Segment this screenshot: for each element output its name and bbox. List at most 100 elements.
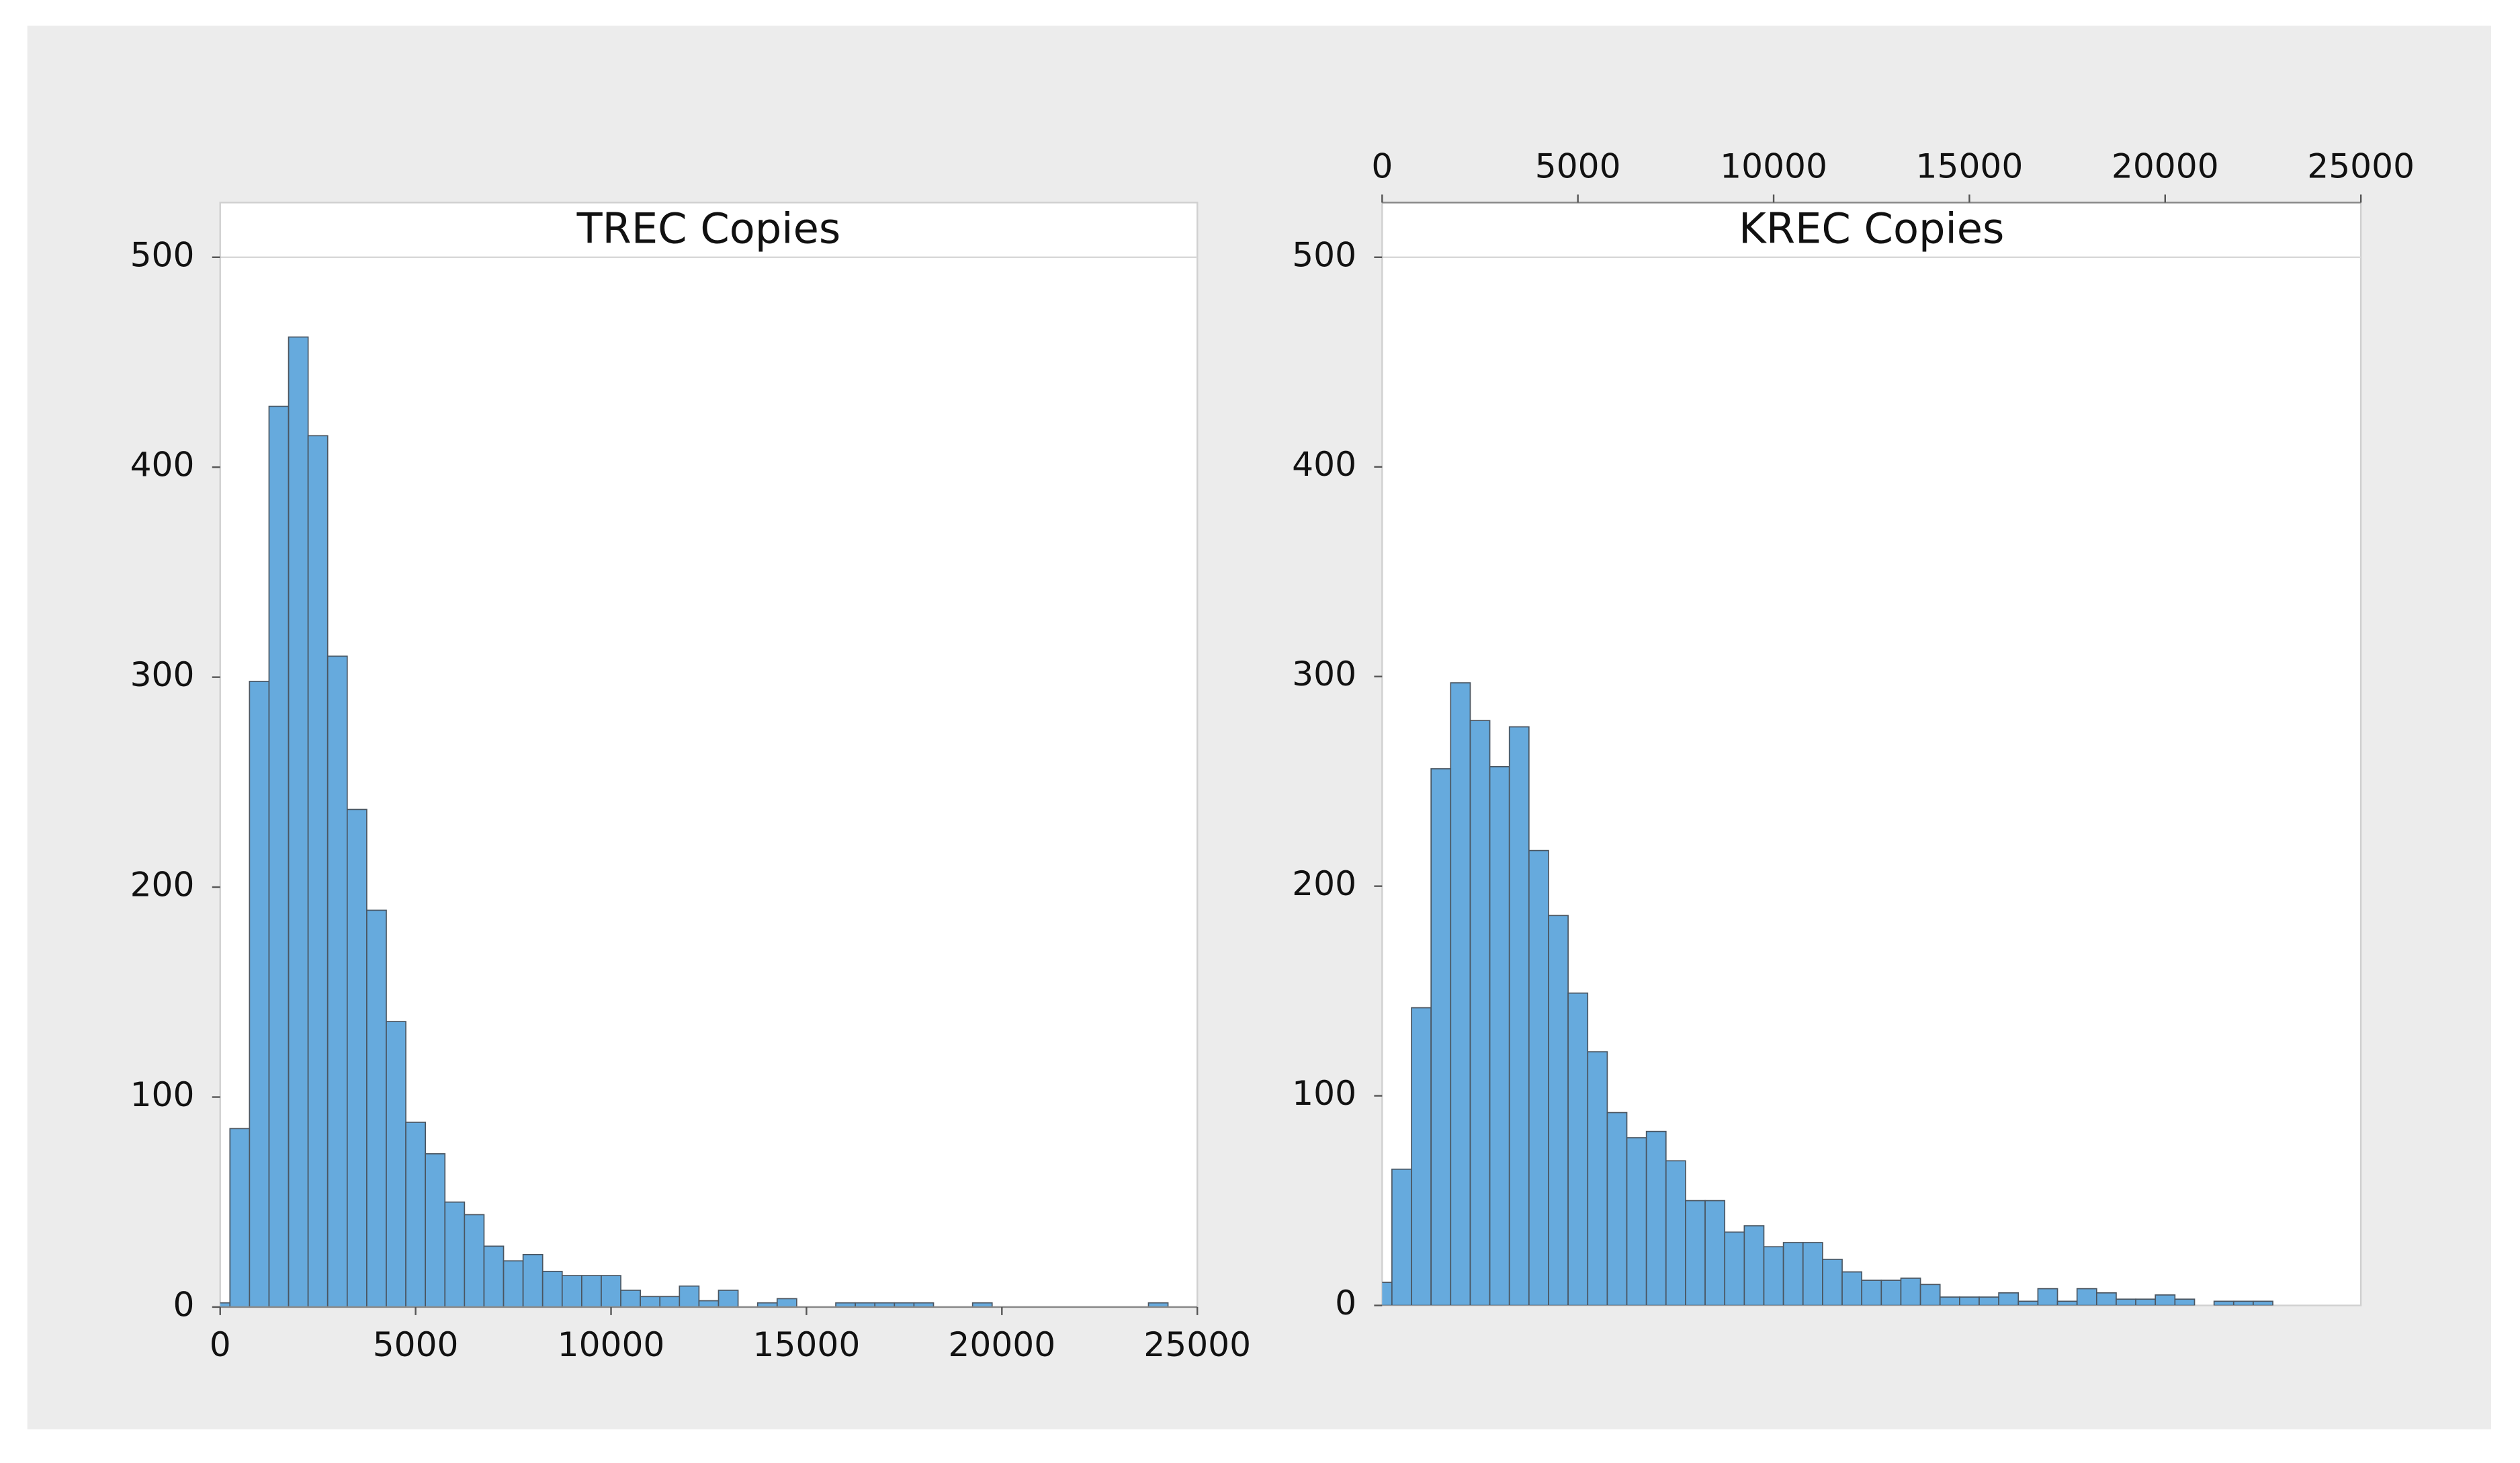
bar bbox=[659, 1296, 681, 1307]
bar bbox=[2076, 1288, 2097, 1306]
x-tick-label: 15000 bbox=[1916, 147, 2024, 186]
x-tick-label: 5000 bbox=[373, 1325, 459, 1364]
y-tick-label: 100 bbox=[130, 1075, 195, 1114]
bar bbox=[1606, 1112, 1628, 1306]
bar bbox=[1567, 992, 1589, 1306]
bar bbox=[444, 1201, 466, 1307]
bar bbox=[1998, 1292, 2019, 1306]
bar bbox=[503, 1260, 524, 1307]
bar bbox=[698, 1300, 720, 1307]
bar bbox=[2253, 1300, 2273, 1306]
bar bbox=[2155, 1294, 2176, 1306]
bar bbox=[2213, 1300, 2234, 1306]
bar bbox=[2135, 1298, 2157, 1306]
y-tick-label: 100 bbox=[1292, 1073, 1356, 1113]
y-tick-label: 0 bbox=[173, 1284, 195, 1324]
bar bbox=[483, 1245, 505, 1307]
y-tick-label: 300 bbox=[130, 655, 195, 694]
bar bbox=[1919, 1284, 1941, 1306]
bar bbox=[718, 1290, 739, 1307]
bar bbox=[386, 1021, 406, 1307]
bar bbox=[679, 1285, 700, 1307]
bar bbox=[1900, 1278, 1921, 1306]
bar bbox=[1979, 1296, 1999, 1306]
bar bbox=[1548, 915, 1569, 1306]
bar bbox=[620, 1290, 641, 1307]
y-tick-label: 200 bbox=[130, 865, 195, 905]
bar bbox=[1587, 1051, 1608, 1306]
bar bbox=[561, 1275, 582, 1307]
bar bbox=[541, 1270, 563, 1307]
bar bbox=[366, 909, 387, 1307]
bar bbox=[1626, 1137, 1647, 1306]
bar bbox=[1959, 1296, 1980, 1306]
bar bbox=[1685, 1200, 1706, 1306]
bar bbox=[1645, 1130, 1667, 1306]
x-tick-label: 10000 bbox=[558, 1325, 665, 1364]
bar bbox=[288, 336, 309, 1307]
bar bbox=[229, 1128, 251, 1307]
chart-title: KREC Copies bbox=[1739, 204, 2004, 253]
bar bbox=[1841, 1271, 1863, 1306]
bar bbox=[2037, 1288, 2058, 1306]
x-tick-label: 25000 bbox=[2307, 147, 2415, 186]
y-tick-label: 400 bbox=[1292, 444, 1356, 484]
bar bbox=[2095, 1292, 2117, 1306]
y-tick-label: 200 bbox=[1292, 864, 1356, 903]
bar bbox=[405, 1122, 427, 1307]
bar bbox=[464, 1214, 485, 1307]
bar bbox=[1450, 682, 1471, 1306]
bar bbox=[327, 655, 348, 1307]
bar bbox=[1861, 1280, 1882, 1306]
x-tick-label: 25000 bbox=[1143, 1325, 1251, 1364]
chart-title: TREC Copies bbox=[576, 204, 841, 253]
x-tick-label: 20000 bbox=[948, 1325, 1055, 1364]
x-tick-label: 20000 bbox=[2112, 147, 2219, 186]
y-tick-label: 500 bbox=[1292, 235, 1356, 274]
y-tick-label: 300 bbox=[1292, 654, 1356, 694]
bar bbox=[1528, 849, 1549, 1306]
x-tick-label: 0 bbox=[1371, 147, 1393, 186]
y-tick-label: 400 bbox=[130, 445, 195, 485]
bar bbox=[2056, 1300, 2078, 1306]
x-tick-label: 0 bbox=[210, 1325, 231, 1364]
bar bbox=[2017, 1300, 2039, 1306]
bar bbox=[1489, 765, 1510, 1306]
bar bbox=[307, 435, 329, 1307]
bar bbox=[1782, 1242, 1804, 1306]
bar bbox=[640, 1296, 661, 1307]
bar bbox=[1802, 1242, 1823, 1306]
bar bbox=[913, 1302, 935, 1307]
bar bbox=[1665, 1160, 1686, 1306]
bar bbox=[971, 1302, 993, 1307]
bar bbox=[2116, 1298, 2136, 1306]
y-tick-label: 500 bbox=[130, 235, 195, 274]
bar bbox=[1704, 1200, 1726, 1306]
bar bbox=[249, 681, 270, 1307]
bar bbox=[601, 1275, 621, 1307]
bar bbox=[1411, 1007, 1432, 1306]
x-tick-label: 15000 bbox=[753, 1325, 861, 1364]
bars bbox=[1382, 682, 2273, 1306]
bar bbox=[268, 405, 290, 1307]
bar bbox=[2232, 1300, 2254, 1306]
bar bbox=[1391, 1168, 1412, 1306]
bar bbox=[1763, 1246, 1784, 1306]
bars bbox=[220, 336, 1169, 1307]
x-tick-label: 10000 bbox=[1720, 147, 1827, 186]
bar bbox=[581, 1275, 602, 1307]
bar bbox=[522, 1253, 544, 1307]
bar bbox=[1469, 720, 1491, 1306]
x-tick-label: 5000 bbox=[1535, 147, 1621, 186]
bar bbox=[425, 1153, 446, 1307]
bar bbox=[1430, 768, 1452, 1306]
bar bbox=[776, 1298, 797, 1307]
bar bbox=[1822, 1259, 1843, 1306]
bar bbox=[1880, 1280, 1902, 1306]
bar bbox=[2174, 1298, 2196, 1306]
bar bbox=[1508, 726, 1530, 1306]
